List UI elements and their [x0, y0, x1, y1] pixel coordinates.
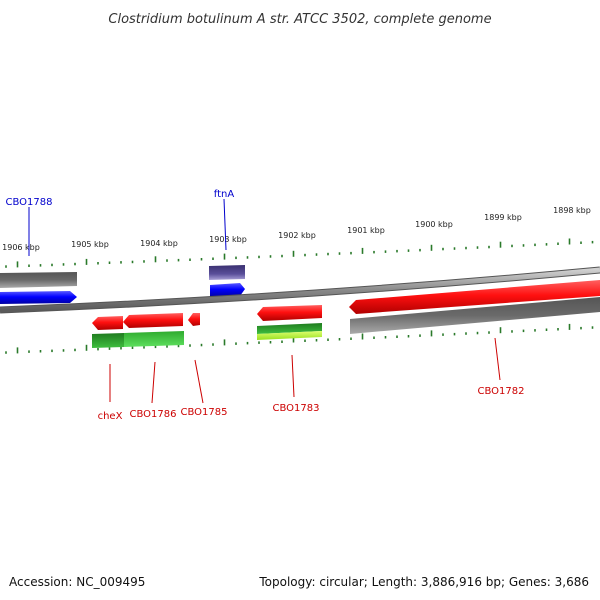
tick-label: 1900 kbp — [415, 220, 453, 229]
leader-line-ftna — [223, 198, 227, 251]
accession-text: Accession: NC_009495 — [9, 575, 145, 589]
cds-cbo1788[interactable] — [0, 291, 77, 304]
gene-label-cbo1782[interactable]: CBO1782 — [478, 386, 525, 397]
leader-line-cbo1783 — [291, 354, 295, 398]
gene-label-cbo1788[interactable]: CBO1788 — [6, 197, 53, 208]
green-feature-cbo1783[interactable] — [257, 323, 322, 334]
forward-strand-features — [0, 265, 245, 304]
gray-feature-cbo1782[interactable] — [350, 297, 600, 334]
topology-text: Topology: circular; Length: 3,886,916 bp… — [258, 575, 589, 589]
label-leader-lines — [28, 198, 501, 404]
green-feature-chex[interactable] — [92, 333, 124, 348]
tick-label: 1903 kbp — [209, 235, 247, 244]
reverse-strand-features — [92, 280, 600, 348]
cds-cbo1785[interactable] — [188, 313, 200, 326]
gene-label-cbo1786[interactable]: CBO1786 — [130, 409, 177, 420]
cds-cbo1783[interactable] — [257, 305, 322, 321]
tick-label: 1904 kbp — [140, 239, 178, 248]
upper-ruler-ticks — [5, 238, 594, 268]
purple-feature-ftna[interactable] — [209, 265, 245, 280]
green-feature-cbo1786[interactable] — [124, 331, 184, 347]
leader-line-cbo1782 — [494, 337, 501, 381]
cds-cbo1782[interactable] — [349, 280, 600, 314]
ruler-tick-labels: 1906 kbp 1905 kbp 1904 kbp 1903 kbp 1902… — [2, 206, 591, 252]
leader-line-cbo1785 — [194, 359, 204, 404]
tick-label: 1902 kbp — [278, 231, 316, 240]
cds-chex[interactable] — [92, 316, 123, 330]
map-title: Clostridium botulinum A str. ATCC 3502, … — [108, 12, 491, 27]
tick-label: 1898 kbp — [553, 206, 591, 215]
gray-feature-cbo1788[interactable] — [0, 272, 77, 288]
cds-cbo1786[interactable] — [123, 313, 183, 328]
cds-ftna[interactable] — [210, 283, 245, 297]
tick-label: 1905 kbp — [71, 240, 109, 249]
tick-label: 1906 kbp — [2, 243, 40, 252]
genome-backbone — [0, 267, 600, 313]
gene-label-cbo1785[interactable]: CBO1785 — [181, 407, 228, 418]
lime-feature-cbo1783[interactable] — [257, 331, 322, 340]
gene-labels: CBO1788 ftnA cheX CBO1786 CBO1785 CBO178… — [6, 189, 525, 422]
gene-label-ftna[interactable]: ftnA — [214, 189, 235, 200]
leader-line-cbo1786 — [151, 361, 156, 404]
lower-ruler-ticks — [5, 323, 594, 354]
tick-label: 1899 kbp — [484, 213, 522, 222]
gene-label-chex[interactable]: cheX — [98, 411, 123, 422]
gene-label-cbo1783[interactable]: CBO1783 — [273, 403, 320, 414]
tick-label: 1901 kbp — [347, 226, 385, 235]
